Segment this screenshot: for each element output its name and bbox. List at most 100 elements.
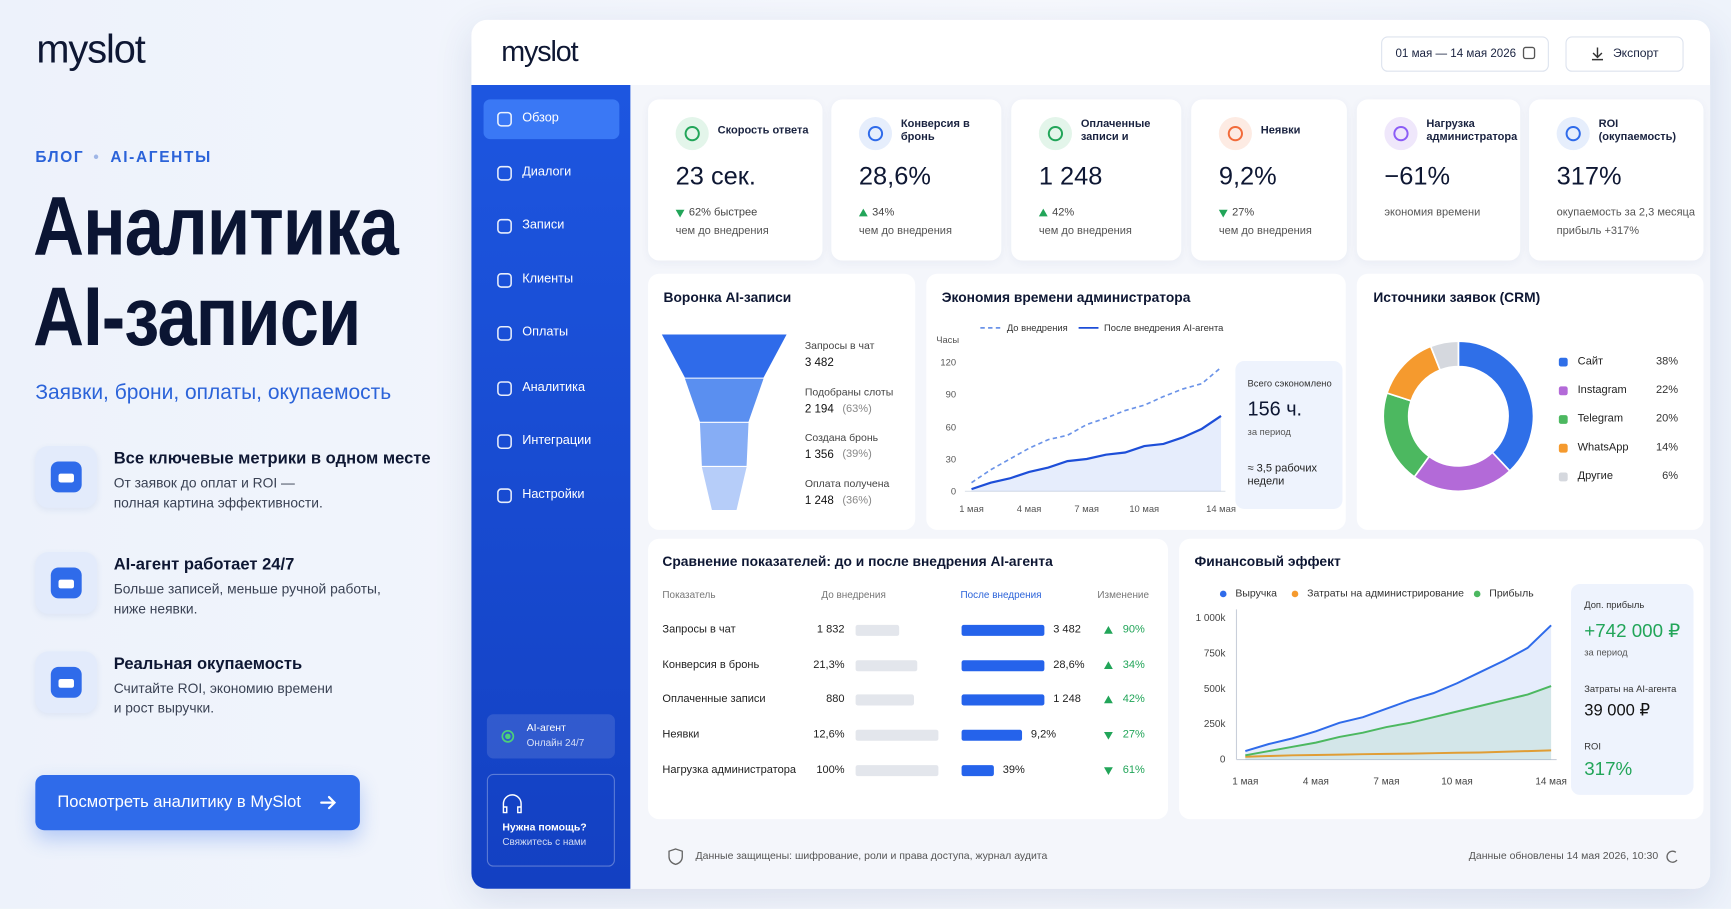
feature-text: полная картина эффективности.	[113, 495, 323, 511]
kpi-icon-glyph	[1393, 125, 1409, 142]
before-bar	[855, 765, 939, 777]
kpi-icon-glyph	[684, 125, 700, 142]
x-tick-label: 7 мая	[1373, 775, 1400, 787]
y-tick-label: 750k	[1203, 647, 1226, 659]
help-box[interactable]	[486, 773, 615, 867]
agent-status-text: Онлайн 24/7	[526, 737, 585, 749]
funnel-share: (39%)	[842, 448, 872, 461]
legend-swatch	[1558, 443, 1568, 453]
kpi-card	[1191, 99, 1347, 261]
nav-icon	[497, 273, 512, 288]
feature-title: Все ключевые метрики в одном месте	[113, 449, 431, 469]
kpi-card	[1011, 99, 1182, 261]
before-bar	[855, 694, 914, 706]
footer-security: Данные защищены: шифрование, роли и прав…	[695, 850, 1048, 863]
kpi-label: Оплаченные записи и	[1080, 118, 1151, 144]
feature-text: Считайте ROI, экономию времени	[113, 680, 333, 697]
calendar-icon	[1522, 46, 1536, 60]
summary-value: 317%	[1584, 758, 1633, 780]
nav-icon	[497, 326, 512, 341]
column-header: Показатель	[662, 589, 716, 601]
y-tick-label: 0	[950, 485, 957, 497]
legend-value: 38%	[1655, 355, 1679, 368]
breadcrumb-item: AI-АГЕНТЫ	[110, 147, 212, 166]
kpi-value: 317%	[1556, 161, 1622, 191]
donut-slice	[1382, 391, 1431, 479]
funnel-value: 1 356	[804, 447, 834, 462]
funnel-share: (36%)	[842, 494, 872, 507]
y-tick-label: 120	[940, 356, 957, 368]
cta-button[interactable]	[35, 775, 360, 831]
kpi-card	[1529, 99, 1704, 261]
x-tick-label: 1 мая	[959, 503, 984, 515]
row-label: Неявки	[662, 728, 700, 741]
before-label: 21,3%	[813, 659, 845, 672]
funnel-value: 1 248	[804, 493, 834, 507]
nav-label: Записи	[522, 218, 565, 232]
before-bar	[855, 660, 918, 672]
nav-label: Интеграции	[522, 433, 592, 448]
funnel-stage: Оплата получена	[804, 477, 890, 490]
hero-subtitle: Заявки, брони, оплаты, окупаемость	[35, 381, 392, 405]
summary-label: Доп. прибыль	[1584, 599, 1645, 611]
funnel-segment	[699, 422, 749, 466]
legend-value: 22%	[1655, 384, 1679, 397]
kpi-note: чем до внедрения	[675, 225, 769, 238]
legend-label: Сайт	[1577, 355, 1604, 368]
kpi-label: Неявки	[1260, 124, 1301, 137]
before-bar	[855, 624, 900, 636]
export-button[interactable]	[1565, 36, 1684, 72]
feature-icon-detail	[58, 579, 74, 589]
before-label: 100%	[816, 763, 845, 777]
legend-label: Выручка	[1235, 587, 1278, 600]
feature-title: Реальная окупаемость	[113, 654, 303, 674]
arrow-down	[675, 209, 685, 218]
date-picker[interactable]	[1381, 36, 1549, 72]
funnel-segment	[661, 334, 787, 378]
nav-label: Оплаты	[522, 325, 569, 340]
arrow-up	[1038, 208, 1048, 217]
legend-label: Instagram	[1577, 384, 1627, 397]
x-tick-label: 1 мая	[1232, 775, 1259, 787]
legend-value: 20%	[1655, 412, 1679, 426]
y-tick-label: 90	[945, 388, 957, 400]
kpi-value: 1 248	[1038, 161, 1103, 191]
kpi-note: экономия времени	[1384, 206, 1481, 219]
summary-box	[1235, 361, 1343, 509]
nav-active[interactable]	[483, 99, 620, 140]
after-label: 39%	[1002, 763, 1025, 777]
help-text: Свяжитесь с нами	[502, 836, 587, 848]
kpi-icon-glyph	[1047, 125, 1064, 142]
summary-value: +742 000 ₽	[1584, 620, 1681, 642]
feature-title: AI-агент работает 24/7	[113, 555, 295, 575]
kpi-icon	[1556, 117, 1590, 151]
change-label: 27%	[1122, 728, 1145, 741]
funnel-value: 2 194	[804, 402, 834, 416]
hero-title: Аналитика	[33, 179, 399, 274]
kpi-icon-glyph	[1565, 125, 1581, 142]
summary-note: за период	[1584, 646, 1628, 658]
line	[971, 415, 1222, 491]
after-label: 1 248	[1053, 693, 1081, 706]
nav-icon	[497, 381, 512, 397]
kpi-icon	[1218, 117, 1252, 151]
after-bar	[961, 660, 1045, 672]
x-tick-label: 10 мая	[1441, 775, 1473, 787]
row-label: Оплаченные записи	[662, 693, 766, 706]
kpi-label: Конверсия в бронь	[900, 118, 970, 144]
y-tick-label: 1 000k	[1195, 612, 1226, 624]
summary-label: Затраты на AI-агента	[1584, 683, 1677, 695]
legend-label: WhatsApp	[1577, 441, 1629, 454]
change-label: 42%	[1122, 693, 1145, 706]
x-tick-label: 7 мая	[1074, 503, 1099, 515]
kpi-value: −61%	[1384, 161, 1451, 191]
card-title: Финансовый эффект	[1194, 553, 1341, 570]
nav-label: Клиенты	[522, 272, 574, 287]
legend-label: После внедрения AI-агента	[1104, 322, 1224, 334]
nav-label: Настройки	[522, 488, 585, 502]
line	[971, 366, 1222, 484]
funnel-stage: Запросы в чат	[804, 340, 875, 353]
y-tick-label: 30	[945, 453, 957, 465]
